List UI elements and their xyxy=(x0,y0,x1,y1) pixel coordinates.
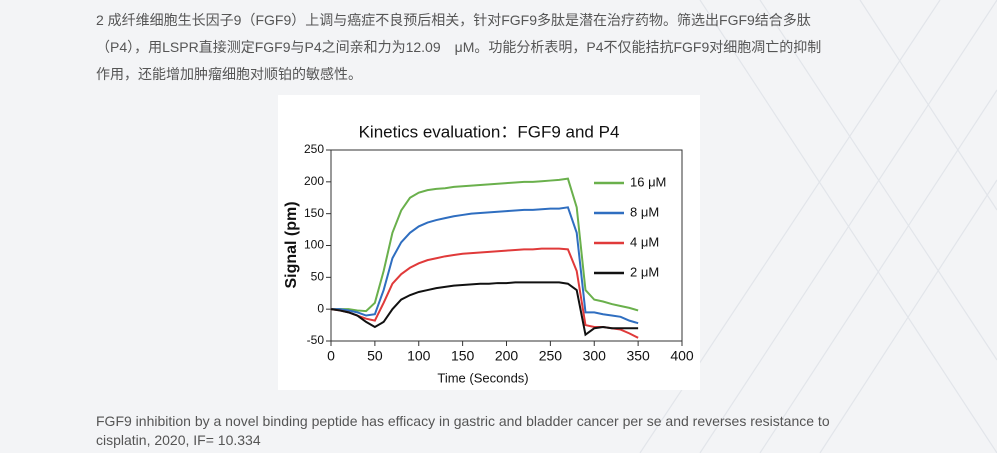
x-tick-label: 350 xyxy=(626,348,650,364)
x-tick-label: 300 xyxy=(583,348,607,364)
y-axis-label: Signal (pm) xyxy=(283,201,300,288)
series-line xyxy=(330,247,639,339)
legend-label: 16 μM xyxy=(630,174,666,189)
x-tick-label: 250 xyxy=(539,348,563,364)
x-tick-label: 50 xyxy=(367,348,383,364)
y-tick-label: -50 xyxy=(307,333,325,347)
y-tick-label: 150 xyxy=(304,206,324,220)
x-tick-label: 150 xyxy=(451,348,475,364)
chart-title: Kinetics evaluation：FGF9 and P4 xyxy=(359,122,620,141)
paragraph-line: 2 成纤维细胞生长因子9（FGF9）上调与癌症不良预后相关，针对FGF9多肽是潜… xyxy=(96,12,811,28)
x-tick-label: 400 xyxy=(670,348,694,364)
y-tick-label: 0 xyxy=(317,301,324,315)
chart: Kinetics evaluation：FGF9 and P4 Time (Se… xyxy=(278,95,700,390)
y-tick-label: 100 xyxy=(304,238,324,252)
caption-line: cisplatin, 2020, IF= 10.334 xyxy=(96,432,261,448)
x-tick-label: 200 xyxy=(495,348,519,364)
caption-line: FGF9 inhibition by a novel binding pepti… xyxy=(96,413,830,429)
y-tick-label: 250 xyxy=(304,142,324,156)
series-line xyxy=(330,281,639,337)
y-tick-label: 50 xyxy=(311,270,325,284)
x-tick-label: 0 xyxy=(327,348,335,364)
y-tick-label: 200 xyxy=(304,174,324,188)
series-line xyxy=(331,206,639,325)
paragraph-line: 作用，还能增加肿瘤细胞对顺铂的敏感性。 xyxy=(96,66,362,82)
series-line xyxy=(331,177,639,313)
legend-label: 4 μM xyxy=(630,234,659,249)
paragraph-line: （P4），用LSPR直接测定FGF9与P4之间亲和力为12.09 μM。功能分析… xyxy=(96,39,822,55)
legend-label: 2 μM xyxy=(630,264,659,279)
x-tick-label: 100 xyxy=(407,348,431,364)
x-axis-label: Time (Seconds) xyxy=(437,370,528,385)
legend-label: 8 μM xyxy=(630,204,659,219)
